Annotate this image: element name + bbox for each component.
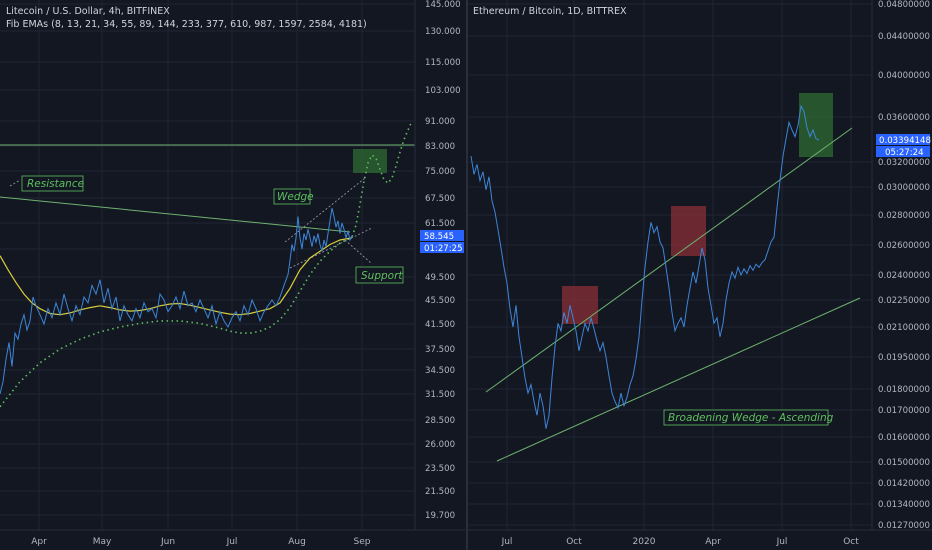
right-y-tick-label: 0.03200000: [878, 158, 930, 168]
right-y-tick-label: 0.02600000: [878, 241, 930, 251]
left-x-tick-label: Apr: [31, 537, 47, 547]
annotation-resistance-label: Resistance: [27, 178, 84, 190]
left-chart-title: Litecoin / U.S. Dollar, 4h, BITFINEX: [6, 6, 170, 17]
litecoin-price-line: [0, 207, 353, 395]
resistance-pointer: [9, 179, 21, 187]
right-grid: [468, 0, 872, 530]
annotation-resistance-box: [21, 175, 84, 192]
annotation-support: Support: [355, 266, 404, 284]
left-y-tick-label: 61.500: [425, 219, 455, 229]
target-zone-box: [353, 149, 387, 173]
left-y-tick-label: 130.000: [425, 27, 461, 37]
annotation-broadening-wedge: Broadening Wedge - Ascending: [663, 409, 834, 426]
left-y-tick-label: 19.700: [425, 511, 455, 521]
left-x-tick-label: Aug: [288, 537, 306, 547]
left-y-tick-label: 45.500: [425, 296, 455, 306]
left-plot-background: [0, 0, 415, 530]
green-zone-box: [799, 93, 833, 157]
left-x-axis-ticks: Apr May Jun Jul Aug Sep: [31, 537, 371, 547]
right-x-tick-label: Oct: [566, 537, 582, 547]
left-y-tick-label: 83.000: [425, 142, 455, 152]
left-y-tick-label: 49.500: [425, 273, 455, 283]
left-y-tick-label: 103.000: [425, 86, 461, 96]
wedge-upper-line: [284, 177, 366, 243]
left-y-tick-label: 31.500: [425, 390, 455, 400]
annotation-broadening-wedge-label: Broadening Wedge - Ascending: [668, 412, 834, 424]
left-price-tag-bg: [420, 230, 464, 241]
left-y-tick-label: 75.000: [425, 167, 455, 177]
left-chart-indicator-legend: Fib EMAs (8, 13, 21, 34, 55, 89, 144, 23…: [6, 19, 367, 30]
right-y-tick-label: 0.03000000: [878, 183, 930, 193]
left-x-tick-label: Sep: [354, 537, 371, 547]
right-y-tick-label: 0.02100000: [878, 323, 930, 333]
left-y-tick-label: 67.500: [425, 194, 455, 204]
annotation-support-box: [355, 266, 404, 284]
right-price-tag: 0.03394148 05:27:24: [876, 134, 931, 158]
resistance-trendline: [0, 196, 351, 233]
annotation-wedge-box: [273, 188, 311, 205]
right-last-price: 0.03394148: [879, 136, 931, 146]
ethbtc-price-line: [470, 104, 820, 429]
right-y-tick-label: 0.01420000: [878, 479, 930, 489]
red-zone-box-2: [671, 206, 706, 256]
right-countdown-bg: [876, 146, 930, 157]
right-y-tick-label: 0.04000000: [878, 71, 930, 81]
right-chart-title: Ethereum / Bitcoin, 1D, BITTREX: [473, 6, 627, 17]
left-countdown-bg: [420, 242, 464, 253]
upper-wedge-trendline: [485, 127, 853, 393]
right-y-tick-label: 0.02400000: [878, 271, 930, 281]
right-y-tick-label: 0.01340000: [878, 500, 930, 510]
lower-wedge-trendline: [496, 297, 861, 462]
right-x-tick-label: Apr: [705, 537, 721, 547]
right-y-axis-ticks: 0.04800000 0.04400000 0.04000000 0.03600000…: [878, 0, 930, 531]
left-x-tick-label: Jun: [160, 537, 175, 547]
left-price-tag: 58.545 01:27:25: [420, 230, 464, 254]
right-x-tick-label: Jul: [501, 537, 513, 547]
wedge-lower-line: [289, 227, 373, 269]
left-last-price: 58.545: [424, 232, 454, 242]
right-y-tick-label: 0.04400000: [878, 32, 930, 42]
left-y-tick-label: 21.500: [425, 487, 455, 497]
left-grid: [0, 0, 415, 530]
left-y-axis-ticks: 145.000 130.000 115.000 103.000 91.000 83.000…: [425, 0, 461, 521]
right-y-tick-label: 0.01600000: [878, 433, 930, 443]
litecoin-chart-panel: Resistance Wedge Support Litecoin / U.S.…: [0, 0, 465, 547]
annotation-broadening-wedge-box: [663, 409, 829, 426]
right-x-axis-ticks: Jul Oct 2020 Apr Jul Oct: [501, 537, 860, 547]
left-y-tick-label: 28.500: [425, 416, 455, 426]
left-y-tick-label: 115.000: [425, 58, 461, 68]
right-y-tick-label: 0.02250000: [878, 296, 930, 306]
annotation-wedge-label: Wedge: [277, 191, 314, 203]
right-y-tick-label: 0.01270000: [878, 521, 930, 531]
left-y-tick-label: 145.000: [425, 0, 461, 10]
ethbtc-chart-panel: Broadening Wedge - Ascending Ethereum / …: [467, 0, 932, 547]
right-x-tick-label: 2020: [633, 537, 656, 547]
left-x-tick-label: Jul: [226, 537, 238, 547]
right-x-tick-label: Oct: [843, 537, 859, 547]
right-y-tick-label: 0.02800000: [878, 211, 930, 221]
annotation-resistance: Resistance: [21, 175, 84, 192]
right-y-tick-label: 0.01800000: [878, 385, 930, 395]
left-x-tick-label: May: [93, 537, 112, 547]
left-y-tick-label: 34.500: [425, 366, 455, 376]
right-y-tick-label: 0.01700000: [878, 406, 930, 416]
annotation-support-label: Support: [361, 270, 403, 282]
right-price-tag-bg: [876, 134, 930, 145]
left-y-tick-label: 91.000: [425, 117, 455, 127]
right-y-tick-label: 0.01500000: [878, 458, 930, 468]
right-y-tick-label: 0.01950000: [878, 353, 930, 363]
left-y-tick-label: 37.500: [425, 345, 455, 355]
annotation-wedge: Wedge: [273, 188, 314, 205]
left-y-tick-label: 26.000: [425, 440, 455, 450]
right-countdown: 05:27:24: [885, 148, 924, 158]
left-y-tick-label: 41.500: [425, 320, 455, 330]
left-y-tick-label: 23.500: [425, 464, 455, 474]
right-y-tick-label: 0.04800000: [878, 0, 930, 10]
right-y-tick-label: 0.03600000: [878, 113, 930, 123]
right-x-tick-label: Jul: [776, 537, 788, 547]
ema-projection-dotted-line: [0, 120, 413, 408]
left-countdown: 01:27:25: [424, 244, 463, 254]
